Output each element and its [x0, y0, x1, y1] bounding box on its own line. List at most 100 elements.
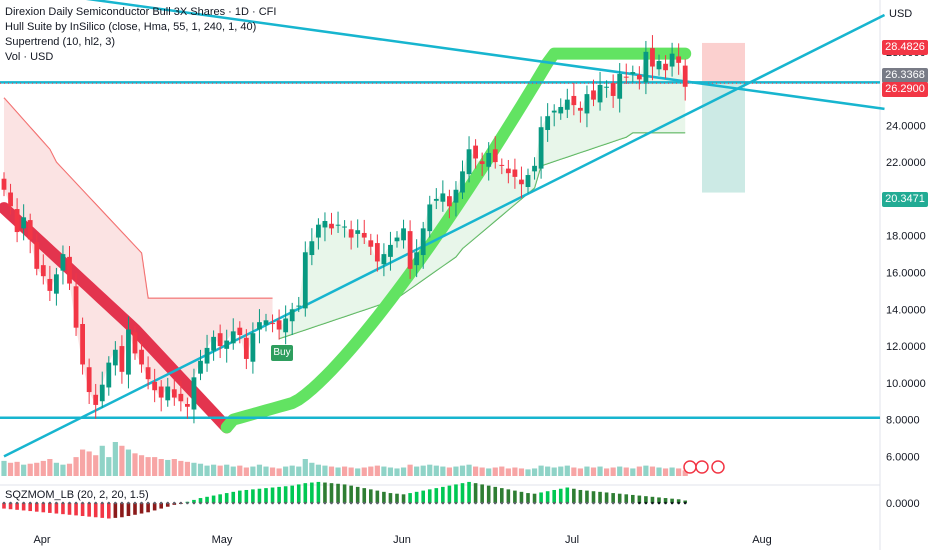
- legend-supertrend[interactable]: Supertrend (10, hl2, 3): [5, 36, 116, 48]
- sqz-bar: [205, 496, 209, 503]
- sqz-bar: [532, 493, 537, 503]
- candle-body: [669, 53, 675, 67]
- x-tick-label: Apr: [33, 534, 50, 546]
- sqz-bar: [565, 487, 570, 503]
- volume-bar: [649, 466, 656, 476]
- volume-bar: [145, 457, 151, 476]
- legend-volume[interactable]: Vol · USD: [5, 51, 54, 63]
- sqz-bar: [48, 503, 52, 513]
- volume-bar: [309, 462, 315, 476]
- sqz-dot: [133, 501, 137, 505]
- volume-bar: [394, 468, 400, 476]
- volume-bar: [545, 466, 551, 476]
- volume-bar: [191, 462, 197, 476]
- sqz-bar: [644, 496, 648, 503]
- sqz-dot: [336, 501, 340, 505]
- candle-body: [224, 340, 230, 349]
- sqz-bar: [34, 503, 39, 512]
- legend-sqzmom[interactable]: SQZMOM_LB (20, 2, 20, 1.5): [5, 489, 149, 501]
- sqz-bar: [624, 494, 629, 503]
- volume-bar: [328, 466, 335, 476]
- sqz-bar: [650, 496, 655, 503]
- volume-bar: [669, 467, 675, 476]
- sqz-bar: [159, 503, 163, 509]
- position-stop-zone: [702, 83, 745, 193]
- candle-body: [14, 209, 20, 233]
- candle-body: [243, 337, 249, 359]
- sqz-bar: [473, 483, 478, 503]
- sqz-dot: [343, 501, 346, 505]
- volume-bar: [250, 466, 256, 476]
- sqz-dot: [87, 501, 91, 505]
- sqz-bar: [74, 503, 78, 516]
- volume-bar: [387, 467, 394, 476]
- sqz-bar: [231, 491, 236, 503]
- currency-label[interactable]: USD: [889, 8, 913, 20]
- sqz-dot: [408, 501, 412, 505]
- volume-bar: [289, 465, 295, 476]
- volume-bar: [34, 462, 40, 476]
- sqz-bar: [493, 486, 498, 503]
- sqz-dot: [624, 501, 628, 505]
- sqz-bar: [277, 486, 281, 503]
- sqz-bar: [21, 503, 26, 511]
- candle-body: [191, 377, 197, 410]
- sqz-bar: [100, 503, 105, 518]
- sqz-dot: [441, 501, 445, 505]
- volume-bar: [610, 467, 616, 476]
- price-tag-target: 28.4826: [882, 40, 928, 55]
- sqz-dot: [598, 501, 602, 505]
- sqz-bar: [264, 488, 268, 503]
- volume-bar: [414, 466, 420, 476]
- volume-bar: [80, 449, 86, 476]
- sqz-dot: [362, 501, 366, 505]
- sqz-dot: [15, 501, 19, 505]
- sqz-dot: [205, 501, 209, 505]
- sqz-bar: [54, 503, 59, 514]
- volume-bar: [604, 468, 610, 476]
- sqz-bar: [80, 503, 85, 517]
- volume-bar: [119, 445, 125, 476]
- sqz-dot: [127, 501, 130, 505]
- sqz-bar: [539, 492, 543, 503]
- candle-body: [420, 228, 426, 256]
- candle-body: [355, 230, 361, 234]
- candle-body: [584, 94, 590, 114]
- price-tag-last: 26.2900: [882, 82, 928, 97]
- candle-body: [198, 360, 203, 374]
- sqz-bar: [460, 483, 465, 503]
- legend-hull-suite[interactable]: Hull Suite by InSilico (close, Hma, 55, …: [5, 21, 257, 33]
- sqz-bar: [670, 498, 674, 503]
- y-tick-label: 14.0000: [886, 304, 926, 316]
- sqz-dot: [48, 501, 52, 505]
- candle-body: [525, 175, 531, 187]
- sqz-dot: [317, 501, 320, 505]
- sqz-bar: [480, 484, 484, 503]
- sqz-dot: [454, 501, 458, 505]
- candle-body: [427, 204, 433, 232]
- volume-bar: [630, 468, 636, 476]
- candle-body: [682, 65, 688, 87]
- sqz-bar: [290, 485, 294, 503]
- sqz-bar: [467, 481, 471, 503]
- sqz-bar: [454, 484, 458, 503]
- sqz-dot: [435, 501, 438, 505]
- volume-bar: [93, 455, 99, 476]
- sqz-dot: [356, 501, 360, 505]
- volume-bar: [106, 457, 112, 476]
- sqz-bar: [342, 484, 347, 503]
- volume-bar: [184, 461, 190, 476]
- sqz-bar: [238, 490, 242, 503]
- candle-body: [237, 327, 243, 336]
- volume-bar: [623, 467, 629, 476]
- candle-body: [348, 229, 354, 238]
- volume-bar: [420, 465, 426, 476]
- sqz-bar: [604, 492, 609, 503]
- legend-title[interactable]: Direxion Daily Semiconductor Bull 3X Sha…: [5, 6, 277, 18]
- sqz-dot: [651, 501, 654, 505]
- volume-bar: [676, 468, 682, 476]
- sqz-dot: [173, 501, 176, 505]
- sqz-bar: [611, 493, 615, 503]
- sqz-dot: [277, 501, 281, 505]
- sqz-dot: [513, 501, 517, 505]
